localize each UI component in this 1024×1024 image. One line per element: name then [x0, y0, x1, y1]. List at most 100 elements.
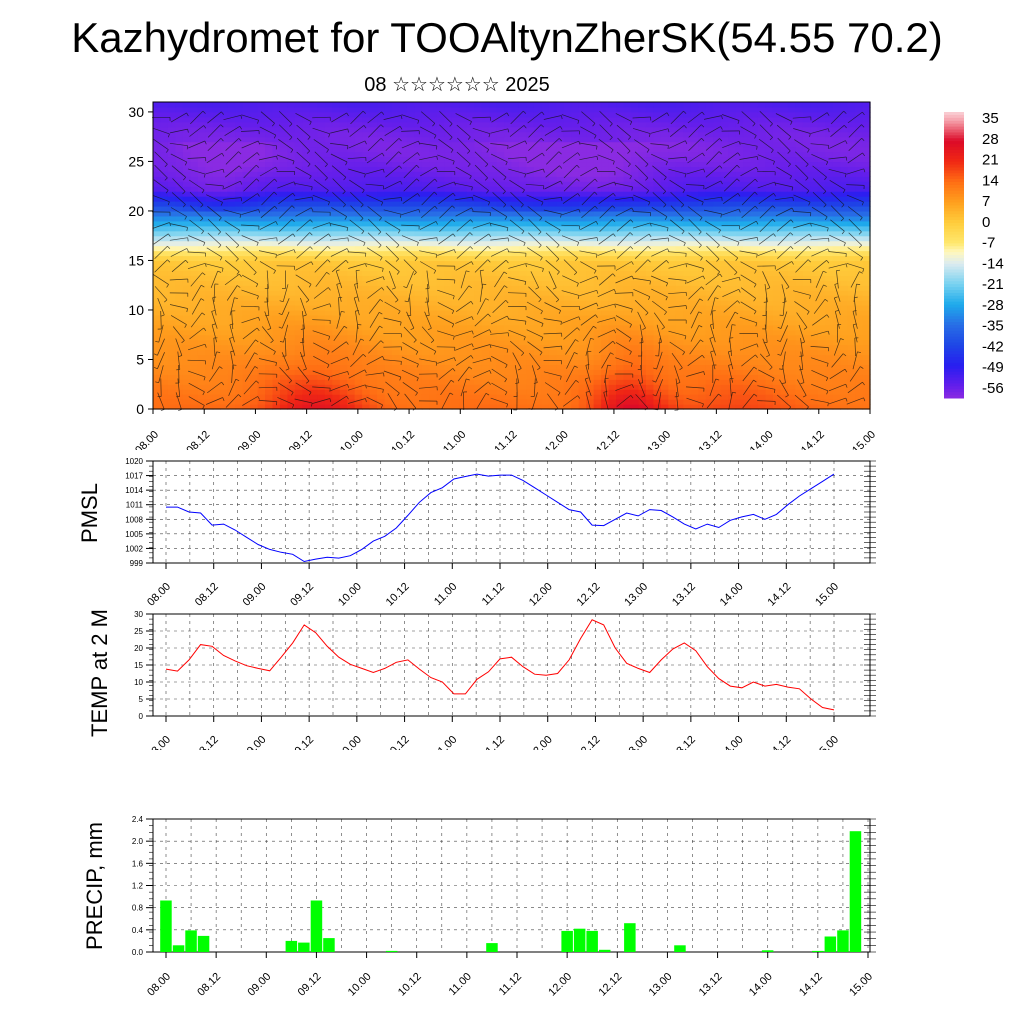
page-title: Kazhydromet for TOOAltynZherSK(54.55 70.…: [71, 14, 943, 61]
colorbar-cell: [944, 269, 964, 274]
x-tick-label: 08.12: [184, 429, 212, 450]
y-tick-label: 0.4: [132, 926, 144, 935]
colorbar-cell: [944, 327, 964, 332]
colorbar-cell: [944, 126, 964, 131]
colorbar-cell: [944, 219, 964, 224]
colorbar-cell: [944, 217, 964, 221]
y-tick-label: 1020: [125, 457, 143, 466]
colorbar-cell: [944, 336, 964, 341]
colorbar-cell: [944, 211, 964, 215]
colorbar-cell: [944, 371, 964, 376]
precip-bar: [561, 930, 573, 952]
precip-bar: [486, 943, 498, 952]
colorbar-cell: [944, 228, 964, 233]
x-tick-label: 11.00: [432, 734, 459, 750]
x-tick-label: 09.12: [288, 734, 316, 750]
colorbar-cell: [944, 132, 964, 136]
x-tick-label: 12.00: [543, 429, 571, 450]
colorbar-cell: [944, 263, 964, 268]
x-tick-label: 13.00: [647, 971, 675, 999]
y-tick-label: 25: [128, 153, 144, 169]
colorbar-cell: [944, 389, 964, 393]
y-tick-label: 30: [134, 610, 143, 619]
y-tick-label: 1014: [125, 486, 143, 495]
colorbar-cell: [944, 170, 964, 174]
cross-section-chart: 0 5 10 15 20 25 30 08.00 08.12 09.00 09.12 10.00 10.…: [128, 101, 878, 450]
y-tick-label: 1005: [125, 530, 143, 539]
colorbar-cell: [944, 161, 964, 166]
precip-chart: 0.0 0.4 0.8 1.2 1.6 2.0 2.4 08.00 08.12 09.00 09.1…: [132, 815, 876, 999]
x-tick-label: 13.00: [645, 429, 673, 450]
colorbar-cell: [944, 395, 964, 399]
colorbar-cell: [944, 287, 964, 291]
x-tick-label: 12.00: [546, 971, 574, 999]
x-tick-label: 08.00: [145, 971, 173, 999]
colorbar-label: 7: [982, 193, 990, 210]
y-tick-label: 5: [136, 351, 144, 367]
colorbar-cell: [944, 255, 964, 259]
x-tick-label: 11.00: [447, 971, 474, 998]
colorbar-cell: [944, 112, 964, 116]
precip-bar: [160, 900, 172, 952]
precip-bar: [310, 900, 323, 952]
x-tick-label: 13.00: [622, 734, 650, 750]
colorbar-cell: [944, 345, 964, 349]
x-tick-label: 15.00: [847, 971, 875, 999]
temp-chart: 0 5 10 15 20 25 30 08.00 08.12 09.00 09.12 10.00 10.…: [134, 610, 876, 750]
colorbar-cell: [944, 260, 964, 265]
precip-bar: [849, 831, 862, 952]
x-tick-label: 11.00: [432, 581, 459, 608]
x-tick-label: 10.00: [338, 429, 366, 450]
colorbar-cell: [944, 155, 964, 160]
x-tick-label: 11.12: [492, 429, 519, 450]
colorbar-cell: [944, 193, 964, 198]
colorbar-label: 21: [982, 152, 999, 169]
x-tick-label: 12.12: [596, 971, 624, 999]
grid: [153, 613, 870, 717]
colorbar-cell: [944, 380, 964, 384]
precip-bar: [285, 940, 298, 952]
colorbar-cell: [944, 243, 964, 247]
colorbar-label: -35: [982, 318, 1004, 335]
x-tick-label: 10.12: [384, 734, 412, 750]
precip-bar: [599, 949, 611, 952]
colorbar-cell: [944, 149, 964, 154]
colorbar-cell: [944, 304, 964, 309]
colorbar-cell: [944, 368, 964, 373]
colorbar-cell: [944, 123, 964, 128]
precip-bar: [586, 930, 598, 952]
colorbar-cell: [944, 214, 964, 218]
y-tick-label: 1.2: [132, 882, 144, 891]
precip-bar: [674, 945, 686, 952]
colorbar-cell: [944, 383, 964, 387]
y-tick-label: 2.0: [132, 837, 144, 846]
colorbar-cell: [944, 313, 964, 317]
x-tick-label: 10.00: [346, 971, 374, 999]
x-tick-label: 14.12: [797, 971, 825, 999]
x-tick-label: 08.00: [145, 734, 173, 750]
x-tick-label: 09.00: [245, 971, 273, 999]
x-tick-label: 08.00: [133, 429, 161, 450]
colorbar-label: -21: [982, 276, 1004, 293]
x-tick-label: 08.12: [195, 971, 223, 999]
precip-bar: [385, 950, 398, 952]
x-tick-label: 13.12: [697, 429, 725, 450]
y-tick-label: 15: [134, 661, 143, 670]
colorbar-cell: [944, 117, 964, 122]
x-tick-label: 13.12: [697, 971, 725, 999]
colorbar-cell: [944, 147, 964, 151]
x-tick-label: 15.00: [850, 429, 878, 450]
colorbar-cell: [944, 225, 964, 230]
y-tick-label: 1008: [125, 515, 143, 524]
colorbar-cell: [944, 322, 964, 326]
colorbar-cell: [944, 202, 964, 206]
colorbar-cell: [944, 114, 964, 119]
y-tick-label: 20: [134, 644, 143, 653]
precip-bar: [812, 950, 824, 952]
colorbar-cell: [944, 184, 964, 189]
colorbar-cell: [944, 310, 964, 314]
colorbar-label: 14: [982, 172, 999, 189]
colorbar-cell: [944, 208, 964, 212]
colorbar-cell: [944, 164, 964, 168]
colorbar-cell: [944, 222, 964, 227]
